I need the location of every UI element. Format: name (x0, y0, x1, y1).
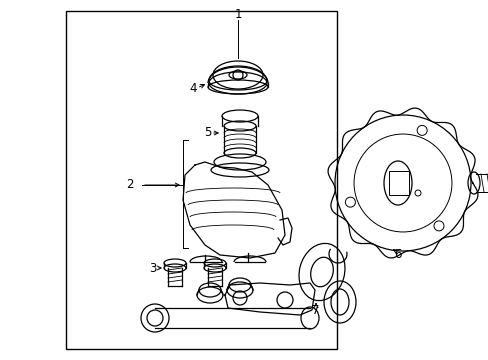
Text: 6: 6 (393, 248, 401, 261)
Text: 1: 1 (234, 9, 241, 22)
Text: 2: 2 (126, 179, 134, 192)
Text: 5: 5 (204, 126, 211, 139)
Text: 3: 3 (149, 261, 156, 274)
Bar (388, 171, 408, 195)
Text: 7: 7 (312, 303, 319, 316)
Text: 4: 4 (189, 81, 196, 94)
Bar (66, 11, 337, 349)
